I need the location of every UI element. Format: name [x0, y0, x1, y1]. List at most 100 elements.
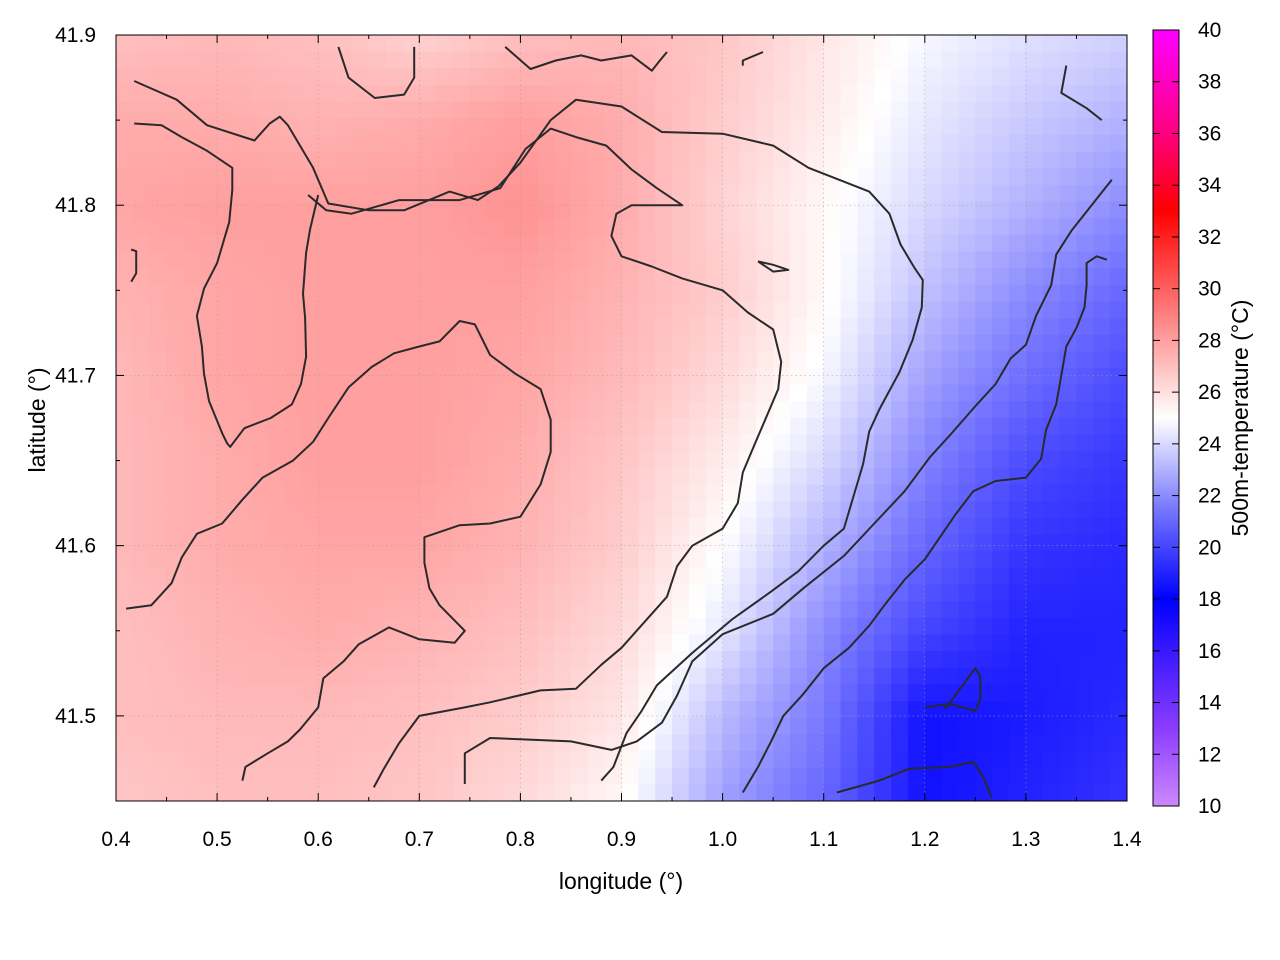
heatmap-cell	[992, 584, 1010, 602]
heatmap-cell	[250, 784, 269, 801]
heatmap-cell	[233, 584, 252, 602]
heatmap-cell	[419, 234, 437, 253]
heatmap-cell	[301, 667, 319, 686]
heatmap-cell	[335, 168, 353, 186]
heatmap-cell	[200, 701, 218, 719]
heatmap-cell	[924, 601, 943, 619]
heatmap-cell	[486, 251, 505, 269]
heatmap-cell	[368, 434, 387, 452]
heatmap-cell	[705, 68, 724, 86]
heatmap-cell	[587, 534, 606, 552]
heatmap-cell	[385, 134, 404, 153]
heatmap-cell	[857, 401, 875, 419]
heatmap-cell	[402, 368, 420, 386]
heatmap-cell	[891, 284, 909, 303]
heatmap-cell	[874, 534, 892, 552]
heatmap-cell	[436, 134, 454, 153]
heatmap-cell	[891, 268, 909, 286]
heatmap-cell	[992, 434, 1010, 452]
heatmap-cell	[570, 84, 589, 103]
heatmap-cell	[335, 684, 353, 702]
heatmap-cell	[958, 334, 976, 352]
heatmap-cell	[554, 617, 572, 636]
heatmap-cell	[604, 35, 623, 53]
heatmap-cell	[638, 501, 656, 519]
heatmap-cell	[570, 334, 589, 352]
heatmap-cell	[587, 401, 606, 419]
heatmap-cell	[773, 451, 791, 469]
heatmap-cell	[806, 218, 825, 236]
heatmap-cell	[419, 667, 437, 686]
heatmap-cell	[284, 218, 302, 236]
heatmap-cell	[924, 51, 943, 69]
heatmap-cell	[503, 251, 521, 269]
heatmap-cell	[907, 151, 926, 169]
heatmap-cell	[806, 451, 825, 469]
heatmap-cell	[503, 384, 521, 402]
heatmap-cell	[638, 151, 656, 169]
heatmap-cell	[1025, 418, 1044, 436]
heatmap-cell	[132, 567, 151, 586]
heatmap-cell	[554, 201, 572, 219]
heatmap-cell	[419, 351, 437, 369]
heatmap-cell	[722, 118, 741, 136]
heatmap-cell	[267, 218, 286, 236]
heatmap-cell	[587, 368, 606, 386]
heatmap-cell	[267, 284, 286, 303]
heatmap-cell	[840, 701, 858, 719]
heatmap-cell	[975, 301, 993, 319]
heatmap-cell	[722, 168, 741, 186]
heatmap-cell	[149, 284, 168, 303]
heatmap-cell	[907, 234, 926, 253]
heatmap-cell	[891, 451, 909, 469]
heatmap-cell	[385, 434, 404, 452]
heatmap-cell	[116, 35, 134, 53]
heatmap-cell	[335, 567, 353, 586]
heatmap-cell	[1093, 651, 1111, 669]
heatmap-cell	[840, 617, 858, 636]
heatmap-cell	[217, 168, 235, 186]
heatmap-cell	[233, 501, 252, 519]
heatmap-cell	[503, 401, 521, 419]
heatmap-cell	[907, 168, 926, 186]
heatmap-cell	[924, 584, 943, 602]
heatmap-cell	[503, 84, 521, 103]
heatmap-cell	[486, 134, 505, 153]
heatmap-cell	[570, 234, 589, 253]
heatmap-cell	[132, 634, 151, 652]
heatmap-cell	[958, 717, 976, 735]
heatmap-cell	[840, 284, 858, 303]
heatmap-cell	[806, 634, 825, 652]
heatmap-cell	[436, 251, 454, 269]
heatmap-cell	[250, 534, 269, 552]
x-tick-label: 0.4	[101, 828, 131, 851]
heatmap-cell	[132, 168, 151, 186]
heatmap-cell	[267, 318, 286, 336]
heatmap-cell	[924, 784, 943, 801]
heatmap-cell	[385, 234, 404, 253]
heatmap-cell	[1025, 767, 1044, 785]
heatmap-cell	[975, 667, 993, 686]
heatmap-cell	[250, 484, 269, 502]
heatmap-cell	[250, 134, 269, 153]
heatmap-cell	[672, 584, 690, 602]
heatmap-cell	[520, 451, 538, 469]
heatmap-cell	[857, 467, 875, 486]
contour-line	[757, 260, 790, 273]
heatmap-cell	[907, 584, 926, 602]
heatmap-cell	[1093, 68, 1111, 86]
heatmap-cell	[874, 467, 892, 486]
heatmap-cell	[554, 534, 572, 552]
heatmap-cell	[672, 467, 690, 486]
heatmap-cell	[1110, 717, 1127, 735]
heatmap-cell	[1093, 617, 1111, 636]
heatmap-cell	[672, 784, 690, 801]
heatmap-cell	[250, 651, 269, 669]
heatmap-cell	[200, 318, 218, 336]
heatmap-cell	[149, 584, 168, 602]
heatmap-cell	[267, 268, 286, 286]
heatmap-cell	[857, 35, 875, 53]
heatmap-cell	[520, 234, 538, 253]
heatmap-cell	[1076, 351, 1094, 369]
heatmap-cell	[1009, 717, 1027, 735]
